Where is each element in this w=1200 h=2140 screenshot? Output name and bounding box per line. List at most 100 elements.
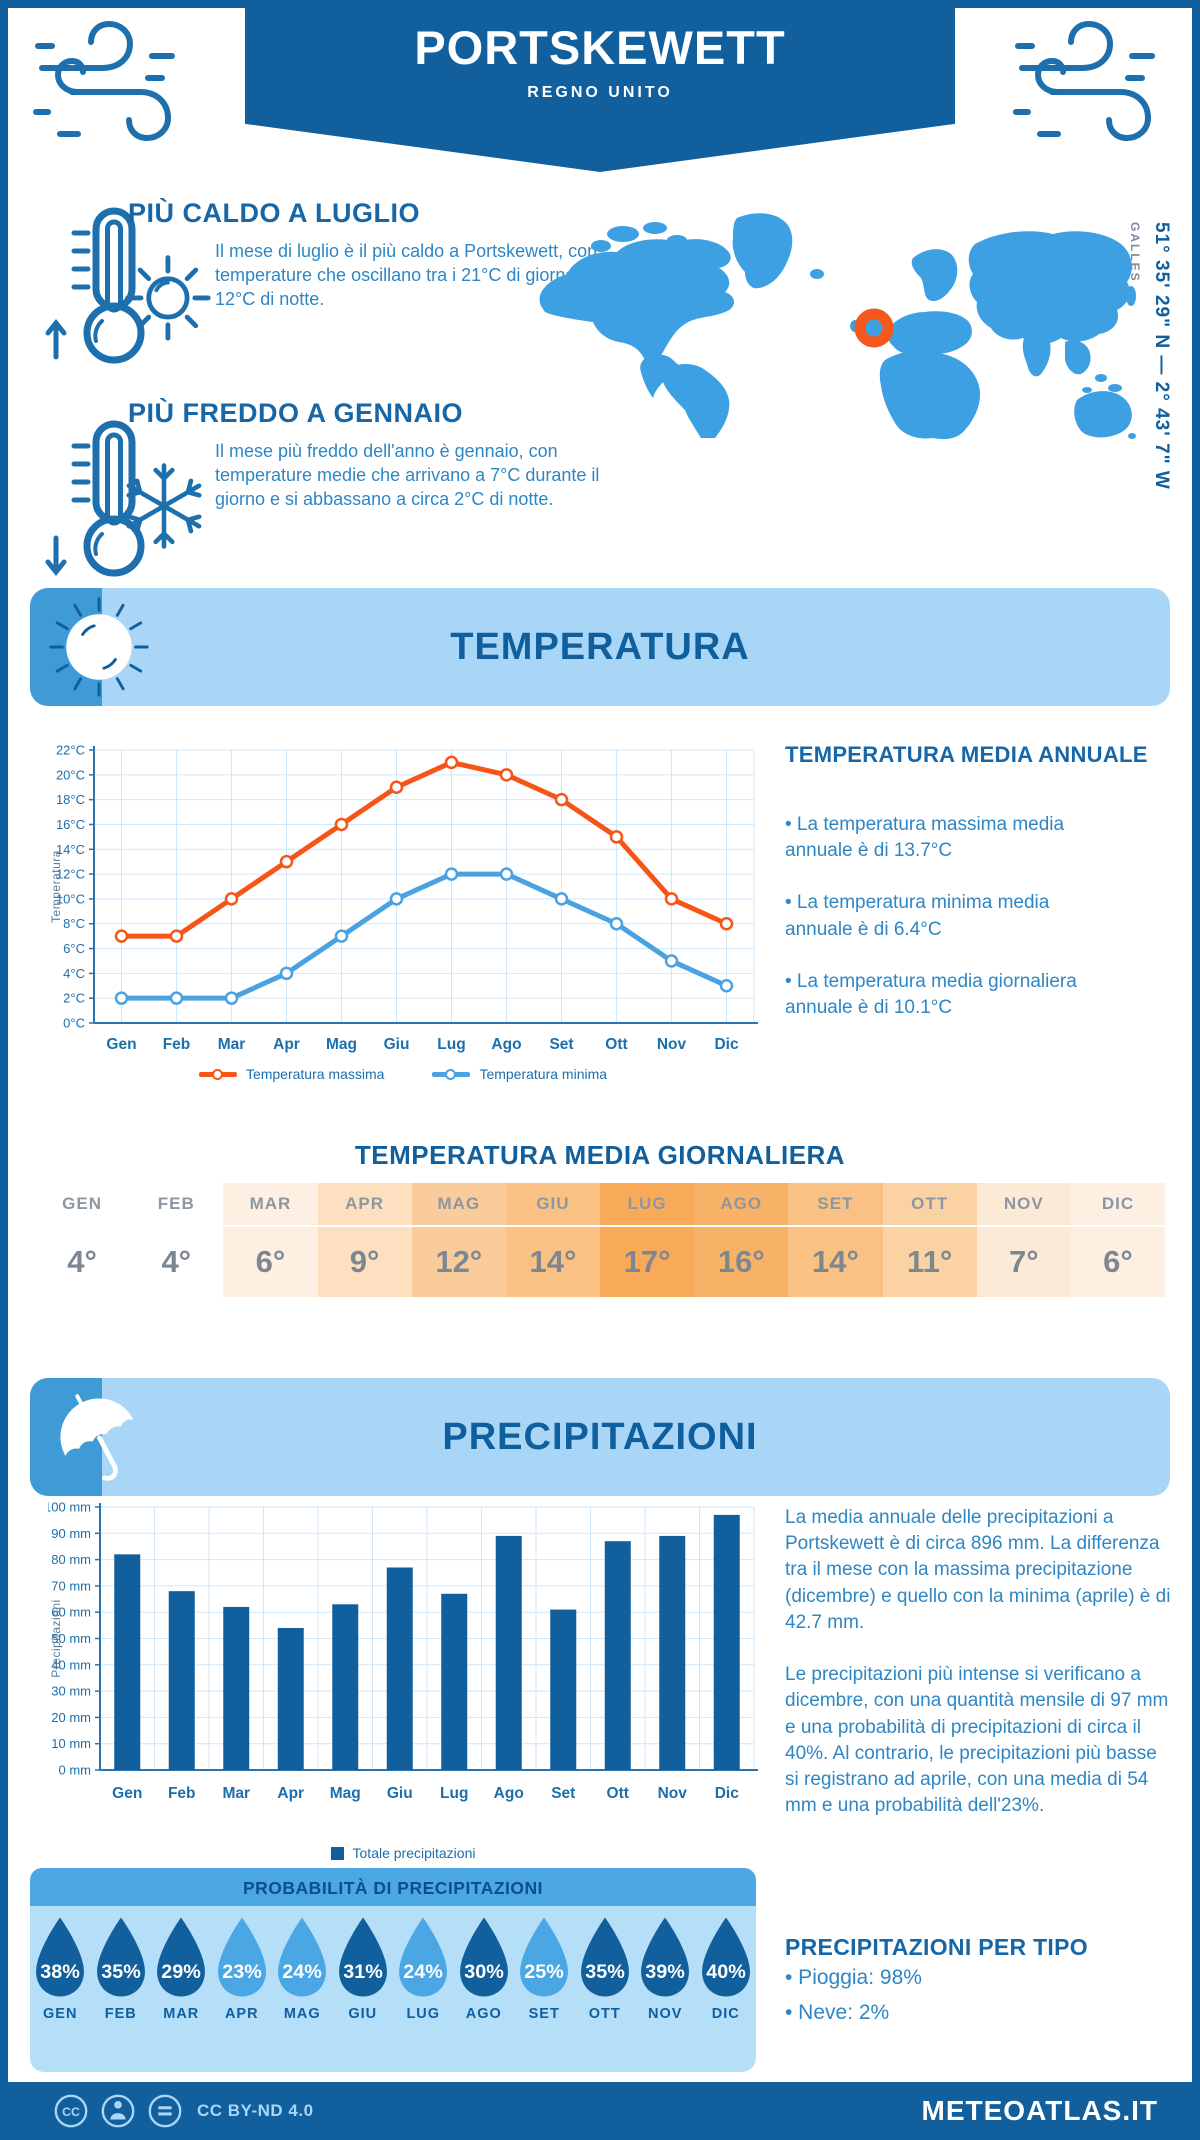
legend-label: Temperatura massima <box>245 1066 385 1082</box>
wind-icon <box>33 20 175 142</box>
svg-text:24%: 24% <box>282 1961 322 1983</box>
svg-text:Temperatura: Temperatura <box>49 850 63 923</box>
cc-by-icon <box>101 2094 135 2128</box>
svg-text:24%: 24% <box>403 1961 443 1983</box>
region-label: GALLES <box>1128 222 1142 283</box>
legend-line-marker <box>432 1068 471 1080</box>
cold-title: PIÙ FREDDO A GENNAIO <box>128 398 464 428</box>
table-temperature-value: 12° <box>435 1244 483 1279</box>
footer-bar: CC CC BY-ND 4.0 METEOATLAS.IT <box>0 2082 1200 2140</box>
droplet-month-label: GEN <box>43 2006 78 2022</box>
svg-text:Dic: Dic <box>714 1036 739 1053</box>
svg-text:38%: 38% <box>40 1961 80 1983</box>
brand-logo: METEOATLAS.IT <box>921 2095 1158 2126</box>
droplet-icon: 38% <box>36 1917 85 1997</box>
svg-text:60 mm: 60 mm <box>51 1605 91 1620</box>
legend-item: Temperatura massima <box>198 1066 385 1082</box>
legend-label: Totale precipitazioni <box>352 1845 476 1861</box>
svg-text:90 mm: 90 mm <box>51 1526 91 1541</box>
table-column: APR 9° <box>317 1183 412 1297</box>
table-temperature-value: 17° <box>623 1244 671 1279</box>
temperature-chart-legend: Temperatura massima Temperatura minima <box>48 1066 758 1082</box>
svg-text:14°C: 14°C <box>56 842 85 857</box>
droplet-icon: 23% <box>217 1917 266 1997</box>
svg-text:25%: 25% <box>524 1961 564 1983</box>
coordinates-block: 51° 35' 29" N — 2° 43' 7" W GALLES <box>1128 222 1172 502</box>
svg-text:Lug: Lug <box>440 1785 468 1802</box>
probability-droplet: 39% NOV <box>635 1917 696 2072</box>
svg-text:CC: CC <box>62 2105 80 2119</box>
svg-text:Precipitazioni: Precipitazioni <box>49 1599 63 1677</box>
svg-text:2°C: 2°C <box>63 991 85 1006</box>
cc-nd-icon <box>148 2094 182 2128</box>
table-temperature-value: 6° <box>1103 1244 1133 1279</box>
probability-droplet: 30% AGO <box>454 1917 515 2072</box>
umbrella-badge-icon <box>60 1394 134 1481</box>
frame-left <box>0 0 8 2082</box>
table-column: GEN 4° <box>35 1183 130 1297</box>
svg-text:22°C: 22°C <box>56 743 85 758</box>
svg-text:Set: Set <box>549 1036 573 1053</box>
table-month-label: DIC <box>1070 1183 1166 1227</box>
probability-droplet: 24% LUG <box>393 1917 454 2072</box>
svg-text:Giu: Giu <box>384 1036 410 1053</box>
sun-badge-icon <box>49 597 149 697</box>
legend-dot <box>211 1068 223 1080</box>
table-column: GIU 14° <box>505 1183 601 1297</box>
droplet-icon: 24% <box>399 1917 448 1997</box>
droplet-icon: 31% <box>338 1917 387 1997</box>
legend-item: Temperatura minima <box>432 1066 607 1082</box>
svg-text:80 mm: 80 mm <box>51 1552 91 1567</box>
page-title: PORTSKEWETT <box>414 21 786 74</box>
svg-text:Giu: Giu <box>387 1785 413 1802</box>
legend-square-marker <box>330 1846 344 1860</box>
table-column: AGO 16° <box>694 1183 789 1297</box>
svg-text:Ago: Ago <box>494 1785 524 1802</box>
probability-droplet: 23% APR <box>212 1917 273 2072</box>
droplet-month-label: AGO <box>465 2006 502 2022</box>
world-map <box>539 213 1136 440</box>
table-month-label: AGO <box>694 1183 789 1227</box>
svg-text:6°C: 6°C <box>63 941 85 956</box>
svg-text:Gen: Gen <box>112 1785 142 1802</box>
svg-text:12°C: 12°C <box>56 867 85 882</box>
table-month-label: GIU <box>505 1183 601 1227</box>
snowflake-icon <box>126 463 202 549</box>
svg-text:35%: 35% <box>101 1961 141 1983</box>
legend-dot <box>445 1068 457 1080</box>
cold-text: Il mese più freddo dell'anno è gennaio, … <box>215 441 600 509</box>
table-month-label: GEN <box>35 1183 130 1227</box>
table-column: LUG 17° <box>600 1183 695 1297</box>
droplet-month-label: MAG <box>283 2006 321 2022</box>
precipitation-section-title: PRECIPITAZIONI <box>442 1416 758 1458</box>
svg-text:18°C: 18°C <box>56 792 85 807</box>
svg-text:Lug: Lug <box>437 1036 465 1053</box>
table-column: DIC 6° <box>1070 1183 1166 1297</box>
droplet-month-label: LUG <box>406 2006 441 2022</box>
svg-text:Dic: Dic <box>715 1785 740 1802</box>
svg-text:Mag: Mag <box>330 1785 361 1802</box>
svg-text:8°C: 8°C <box>63 916 85 931</box>
droplet-month-label: FEB <box>104 2006 137 2022</box>
precipitation-type-item: • Neve: 2% <box>785 2001 890 2024</box>
location-marker <box>854 308 894 348</box>
table-month-label: LUG <box>600 1183 695 1227</box>
table-month-label: NOV <box>976 1183 1071 1227</box>
license-label: CC BY-ND 4.0 <box>197 2101 314 2120</box>
svg-text:30%: 30% <box>464 1961 504 1983</box>
page-subtitle: REGNO UNITO <box>527 84 673 101</box>
svg-text:Mar: Mar <box>222 1785 250 1802</box>
droplet-icon: 39% <box>641 1917 690 1997</box>
precipitation-type-item: • Pioggia: 98% <box>785 1966 922 1989</box>
table-temperature-value: 4° <box>161 1244 192 1279</box>
legend-item: Totale precipitazioni <box>330 1845 476 1861</box>
probability-droplet: 40% DIC <box>696 1917 757 2072</box>
warm-text: Il mese di luglio è il più caldo a Ports… <box>215 241 600 309</box>
svg-text:29%: 29% <box>161 1961 201 1983</box>
table-temperature-value: 14° <box>529 1244 577 1279</box>
probability-droplet: 29% MAR <box>151 1917 212 2072</box>
svg-text:10°C: 10°C <box>56 891 85 906</box>
table-temperature-value: 7° <box>1008 1244 1039 1279</box>
legend-label: Temperatura minima <box>479 1066 608 1082</box>
